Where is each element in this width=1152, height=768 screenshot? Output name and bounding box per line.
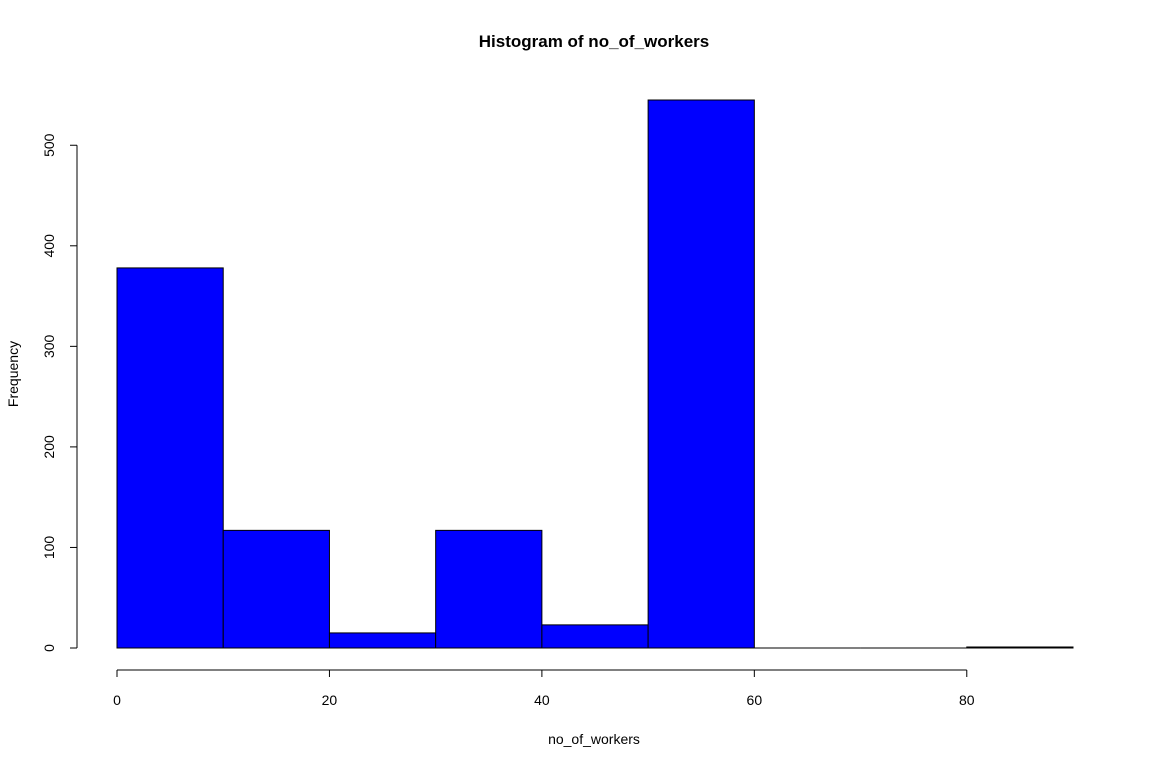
y-tick-label: 200 <box>41 435 57 459</box>
x-tick-label: 60 <box>747 692 763 708</box>
histogram-bar <box>222 529 330 649</box>
x-tick-label: 40 <box>534 692 550 708</box>
histogram-bar <box>435 529 543 649</box>
y-tick-label: 0 <box>41 644 57 652</box>
bars-group <box>116 99 1074 649</box>
chart-title: Histogram of no_of_workers <box>479 32 710 51</box>
x-axis-label: no_of_workers <box>548 731 640 747</box>
y-tick-label: 500 <box>41 133 57 157</box>
y-tick-label: 100 <box>41 536 57 560</box>
histogram-bar <box>647 99 755 649</box>
y-tick-label: 300 <box>41 334 57 358</box>
x-tick-label: 20 <box>322 692 338 708</box>
y-axis-label: Frequency <box>5 341 21 407</box>
histogram-bar <box>328 632 437 649</box>
histogram-bar <box>116 267 224 649</box>
x-tick-label: 0 <box>113 692 121 708</box>
y-axis: 0 100 200 300 400 500 <box>41 133 78 652</box>
y-tick-label: 400 <box>41 234 57 258</box>
histogram-bar <box>966 646 1074 649</box>
x-axis: 0 20 40 60 80 <box>113 669 975 708</box>
x-tick-label: 80 <box>959 692 975 708</box>
histogram-bar <box>541 624 649 649</box>
